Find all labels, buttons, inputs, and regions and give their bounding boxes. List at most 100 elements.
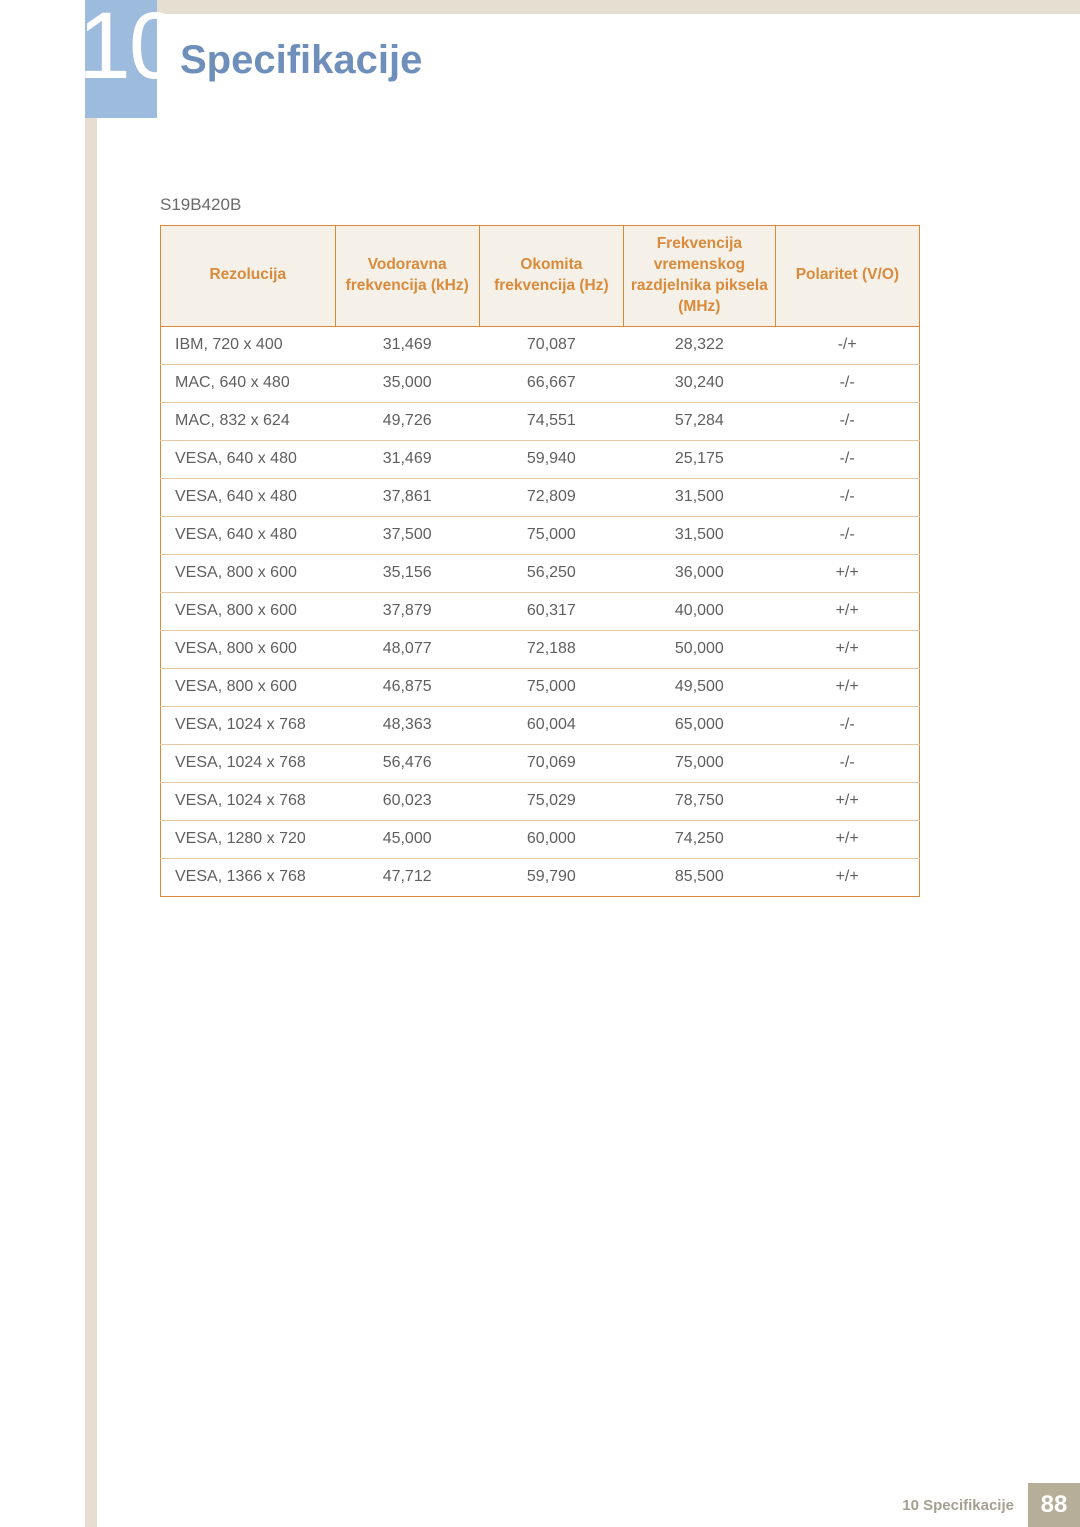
- table-cell: VESA, 1024 x 768: [161, 744, 336, 782]
- footer-chapter-label: 10 Specifikacije: [902, 1497, 1014, 1514]
- table-cell: 60,000: [479, 820, 623, 858]
- table-cell: VESA, 800 x 600: [161, 554, 336, 592]
- table-cell: VESA, 1280 x 720: [161, 820, 336, 858]
- table-row: IBM, 720 x 40031,46970,08728,322-/+: [161, 326, 920, 364]
- table-cell: 45,000: [335, 820, 479, 858]
- table-cell: -/-: [775, 478, 919, 516]
- table-cell: 46,875: [335, 668, 479, 706]
- table-cell: 59,940: [479, 440, 623, 478]
- table-cell: 74,250: [623, 820, 775, 858]
- table-cell: -/+: [775, 326, 919, 364]
- table-cell: 28,322: [623, 326, 775, 364]
- table-cell: 35,000: [335, 364, 479, 402]
- table-cell: 31,469: [335, 440, 479, 478]
- col-header-vert-freq: Okomita frekvencija (Hz): [479, 226, 623, 327]
- table-cell: 40,000: [623, 592, 775, 630]
- table-cell: 72,188: [479, 630, 623, 668]
- table-cell: MAC, 832 x 624: [161, 402, 336, 440]
- table-row: VESA, 1366 x 76847,71259,79085,500+/+: [161, 858, 920, 896]
- table-row: MAC, 640 x 48035,00066,66730,240-/-: [161, 364, 920, 402]
- table-cell: VESA, 640 x 480: [161, 478, 336, 516]
- table-cell: 66,667: [479, 364, 623, 402]
- table-cell: 59,790: [479, 858, 623, 896]
- table-cell: MAC, 640 x 480: [161, 364, 336, 402]
- table-cell: 35,156: [335, 554, 479, 592]
- table-body: IBM, 720 x 40031,46970,08728,322-/+MAC, …: [161, 326, 920, 896]
- table-cell: IBM, 720 x 400: [161, 326, 336, 364]
- table-cell: VESA, 1366 x 768: [161, 858, 336, 896]
- table-cell: VESA, 1024 x 768: [161, 782, 336, 820]
- left-accent-strip: [85, 0, 97, 1527]
- table-cell: -/-: [775, 706, 919, 744]
- table-cell: 75,029: [479, 782, 623, 820]
- table-cell: 60,004: [479, 706, 623, 744]
- table-row: VESA, 1024 x 76860,02375,02978,750+/+: [161, 782, 920, 820]
- table-cell: 30,240: [623, 364, 775, 402]
- table-cell: VESA, 800 x 600: [161, 630, 336, 668]
- col-header-horiz-freq: Vodoravna frekvencija (kHz): [335, 226, 479, 327]
- table-header-row: Rezolucija Vodoravna frekvencija (kHz) O…: [161, 226, 920, 327]
- table-cell: +/+: [775, 668, 919, 706]
- table-cell: +/+: [775, 554, 919, 592]
- table-row: VESA, 1024 x 76848,36360,00465,000-/-: [161, 706, 920, 744]
- table-cell: 31,500: [623, 516, 775, 554]
- table-cell: -/-: [775, 402, 919, 440]
- table-cell: 75,000: [623, 744, 775, 782]
- table-cell: 74,551: [479, 402, 623, 440]
- col-header-pixel-clock: Frekvencija vremenskog razdjelnika pikse…: [623, 226, 775, 327]
- table-cell: 60,317: [479, 592, 623, 630]
- table-cell: 56,250: [479, 554, 623, 592]
- table-row: VESA, 640 x 48037,50075,00031,500-/-: [161, 516, 920, 554]
- table-cell: 50,000: [623, 630, 775, 668]
- table-cell: VESA, 640 x 480: [161, 440, 336, 478]
- table-cell: 36,000: [623, 554, 775, 592]
- table-cell: -/-: [775, 744, 919, 782]
- table-cell: 60,023: [335, 782, 479, 820]
- col-header-resolution: Rezolucija: [161, 226, 336, 327]
- table-row: VESA, 800 x 60037,87960,31740,000+/+: [161, 592, 920, 630]
- table-cell: 47,712: [335, 858, 479, 896]
- chapter-title: Specifikacije: [180, 38, 422, 83]
- model-label: S19B420B: [160, 195, 241, 215]
- table-cell: +/+: [775, 782, 919, 820]
- table-cell: +/+: [775, 820, 919, 858]
- table-cell: 31,500: [623, 478, 775, 516]
- table-cell: -/-: [775, 516, 919, 554]
- table-cell: 48,363: [335, 706, 479, 744]
- table-row: VESA, 1280 x 72045,00060,00074,250+/+: [161, 820, 920, 858]
- table-cell: 31,469: [335, 326, 479, 364]
- table-cell: 65,000: [623, 706, 775, 744]
- table-cell: 57,284: [623, 402, 775, 440]
- table-cell: 49,500: [623, 668, 775, 706]
- table-cell: 85,500: [623, 858, 775, 896]
- table-cell: VESA, 800 x 600: [161, 592, 336, 630]
- top-accent-bar: [85, 0, 1080, 14]
- table-row: VESA, 800 x 60046,87575,00049,500+/+: [161, 668, 920, 706]
- table-cell: 78,750: [623, 782, 775, 820]
- document-page: 10 Specifikacije S19B420B Rezolucija Vod…: [0, 0, 1080, 1527]
- table-cell: 70,069: [479, 744, 623, 782]
- table-cell: 37,500: [335, 516, 479, 554]
- table-cell: VESA, 1024 x 768: [161, 706, 336, 744]
- table-cell: 72,809: [479, 478, 623, 516]
- col-header-polarity: Polaritet (V/O): [775, 226, 919, 327]
- table-cell: 75,000: [479, 668, 623, 706]
- table-row: VESA, 1024 x 76856,47670,06975,000-/-: [161, 744, 920, 782]
- table-cell: 37,879: [335, 592, 479, 630]
- table-cell: VESA, 640 x 480: [161, 516, 336, 554]
- table-cell: 56,476: [335, 744, 479, 782]
- table-cell: 25,175: [623, 440, 775, 478]
- table-row: VESA, 640 x 48037,86172,80931,500-/-: [161, 478, 920, 516]
- table-cell: +/+: [775, 630, 919, 668]
- table-cell: 70,087: [479, 326, 623, 364]
- chapter-number: 10: [78, 0, 180, 101]
- table-cell: +/+: [775, 858, 919, 896]
- table-cell: 48,077: [335, 630, 479, 668]
- table-row: VESA, 800 x 60048,07772,18850,000+/+: [161, 630, 920, 668]
- table-row: VESA, 640 x 48031,46959,94025,175-/-: [161, 440, 920, 478]
- table-cell: 75,000: [479, 516, 623, 554]
- table-cell: VESA, 800 x 600: [161, 668, 336, 706]
- table-cell: -/-: [775, 364, 919, 402]
- table-row: VESA, 800 x 60035,15656,25036,000+/+: [161, 554, 920, 592]
- specifications-table: Rezolucija Vodoravna frekvencija (kHz) O…: [160, 225, 920, 897]
